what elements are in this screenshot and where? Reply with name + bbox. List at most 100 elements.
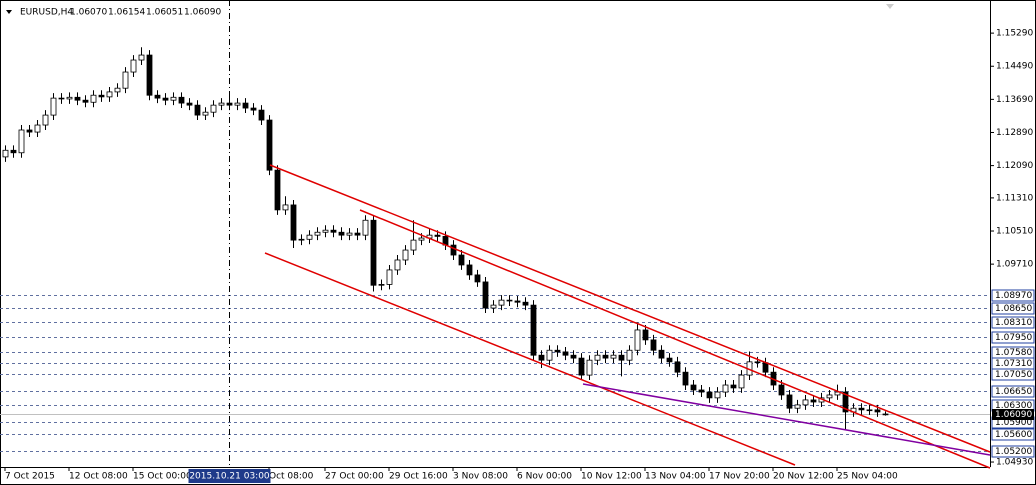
y-tick-label: 1.04930	[996, 458, 1033, 468]
y-tick-label: 1.12090	[996, 161, 1033, 171]
ohlc-value: 1.06070	[70, 8, 107, 18]
candle-body	[410, 239, 417, 251]
candle-body	[282, 204, 289, 211]
x-tick-label: 15 Oct 00:00	[133, 472, 192, 482]
candle-body	[90, 94, 97, 103]
candle-body	[314, 231, 321, 236]
candle-body	[674, 361, 681, 373]
trendline	[264, 252, 796, 466]
level-label: 1.07050	[995, 370, 1032, 380]
candle-body	[2, 149, 9, 158]
candle-body	[250, 107, 257, 111]
level-label: 1.06300	[995, 401, 1032, 411]
level-label: 1.07580	[995, 348, 1032, 358]
candle-body	[626, 349, 633, 361]
level-label: 1.08650	[995, 304, 1032, 314]
x-tick-label: 13 Nov 04:00	[645, 472, 706, 482]
candle-body	[274, 169, 281, 211]
candle-body	[194, 104, 201, 116]
candle-body	[594, 354, 601, 361]
candle-body	[586, 359, 593, 376]
candle-body	[522, 301, 529, 306]
candle-body	[498, 299, 505, 306]
candle-body	[82, 99, 89, 103]
level-label: 1.08970	[995, 291, 1032, 301]
candle-body	[618, 354, 625, 361]
candle-body	[154, 94, 161, 99]
candle-body	[882, 413, 889, 416]
candle-body	[74, 96, 81, 101]
trendline	[269, 164, 991, 453]
y-tick-label: 1.15290	[996, 29, 1033, 39]
candle-body	[338, 231, 345, 236]
level-label-box	[991, 289, 1035, 302]
candle-body	[754, 361, 761, 364]
candle-body	[482, 281, 489, 309]
level-label: 1.08310	[995, 318, 1032, 328]
x-tick-label: 10 Nov 12:00	[581, 472, 642, 482]
level-label: 1.07310	[995, 359, 1032, 369]
candle-body	[202, 111, 209, 116]
candle-body	[490, 304, 497, 309]
level-label: 1.05200	[995, 447, 1032, 457]
candle-body	[114, 87, 121, 93]
candle-body	[538, 354, 545, 361]
candle-body	[834, 391, 841, 396]
candle-body	[170, 96, 177, 101]
candle-body	[162, 97, 169, 101]
y-tick-label: 1.09710	[996, 260, 1033, 270]
menu-arrow[interactable]	[6, 10, 12, 14]
candle-body	[178, 96, 185, 104]
y-tick-label: 1.14490	[996, 62, 1033, 72]
x-tick-label: 12 Oct 08:00	[69, 472, 128, 482]
candle-body	[602, 354, 609, 359]
candle-body	[226, 102, 233, 106]
candle-body	[130, 59, 137, 73]
candle-body	[794, 404, 801, 409]
candle-body	[810, 399, 817, 403]
candle-body	[458, 254, 465, 266]
ohlc-value: 1.06154	[108, 8, 145, 18]
x-tick-label: 29 Oct 16:00	[389, 472, 448, 482]
trendline	[359, 209, 991, 469]
candle-body	[234, 102, 241, 106]
level-label: 1.07950	[995, 333, 1032, 343]
level-label-box	[991, 445, 1035, 458]
candles	[2, 47, 889, 431]
candle-body	[346, 232, 353, 236]
candle-body	[610, 354, 617, 359]
candle-body	[546, 349, 553, 361]
candle-body	[722, 384, 729, 393]
crosshair-label: 2015.10.21 03:00	[189, 472, 270, 482]
candle-body	[578, 357, 585, 376]
candle-body	[394, 259, 401, 271]
candle-body	[370, 219, 377, 286]
candle-body	[762, 362, 769, 373]
candle-body	[386, 269, 393, 285]
y-tick-label: 1.11310	[996, 193, 1033, 203]
candle-body	[858, 407, 865, 411]
ohlc-value: 1.06090	[184, 8, 221, 18]
x-tick-label: 25 Nov 04:00	[837, 472, 898, 482]
grid	[0, 0, 990, 467]
x-tick-label: Oct 08:00	[269, 472, 314, 482]
candle-body	[434, 234, 441, 237]
scroll-marker	[886, 4, 894, 9]
candle-body	[66, 96, 73, 100]
candle-body	[562, 351, 569, 356]
candle-body	[682, 371, 689, 386]
candle-body	[266, 119, 273, 171]
candle-body	[378, 284, 385, 286]
candle-body	[786, 394, 793, 409]
candle-body	[554, 349, 561, 353]
x-tick-label: 17 Nov 20:00	[709, 472, 770, 482]
trendline	[582, 383, 991, 456]
candle-body	[258, 109, 265, 121]
candle-body	[50, 97, 57, 116]
candle-body	[290, 204, 297, 241]
candle-body	[58, 97, 65, 100]
candle-body	[18, 129, 25, 154]
candle-body	[706, 391, 713, 399]
candle-body	[186, 102, 193, 106]
